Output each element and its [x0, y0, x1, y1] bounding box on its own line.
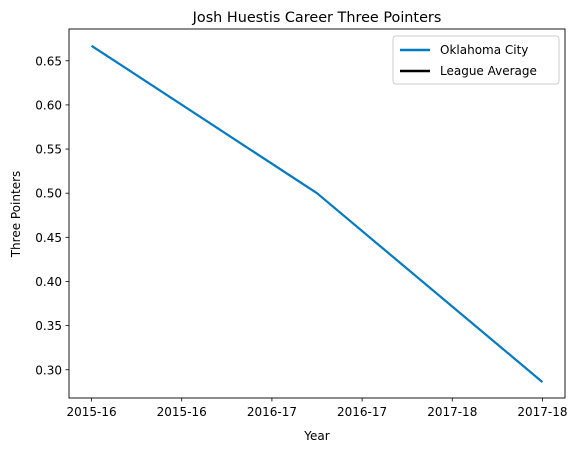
x-tick-label-0: 2015-16	[66, 405, 116, 419]
legend-label-league-average: League Average	[440, 64, 537, 78]
y-tick-label-0-60: 0.60	[35, 98, 62, 112]
series-layer	[90, 44, 544, 383]
plot-area	[68, 28, 566, 399]
x-axis: 2015-16 2015-16 2016-17 2016-17 2017-18 2017-…	[66, 398, 568, 419]
x-tick-label-5: 2017-18	[517, 405, 567, 419]
y-tick-label-0-55: 0.55	[35, 143, 62, 157]
y-tick-label-0-35: 0.35	[35, 319, 62, 333]
y-tick-label-0-45: 0.45	[35, 231, 62, 245]
axes-frame	[68, 28, 566, 399]
chart-title: Josh Huestis Career Three Pointers	[192, 10, 442, 26]
y-tick-label-0-40: 0.40	[35, 275, 62, 289]
y-axis-label: Three Pointers	[9, 171, 23, 259]
y-tick-label-0-65: 0.65	[35, 54, 62, 68]
y-tick-label-0-30: 0.30	[35, 363, 62, 377]
x-tick-label-3: 2016-17	[337, 405, 387, 419]
x-tick-label-2: 2016-17	[247, 405, 297, 419]
x-tick-label-4: 2017-18	[427, 405, 477, 419]
y-tick-label-0-50: 0.50	[35, 187, 62, 201]
x-tick-label-1: 2015-16	[157, 405, 207, 419]
legend-label-oklahoma-city: Oklahoma City	[440, 43, 528, 57]
legend-frame	[392, 35, 560, 85]
y-axis: 0.30 0.35 0.40 0.45 0.50 0.55 0.60 0.65	[35, 54, 69, 377]
x-axis-label: Year	[303, 429, 329, 443]
legend: Oklahoma City League Average	[392, 35, 560, 85]
series-line-oklahoma-city	[90, 44, 544, 383]
